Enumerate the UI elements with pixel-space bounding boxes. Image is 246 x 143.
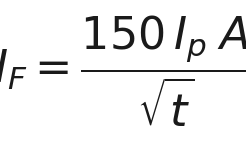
Text: $I_F = \dfrac{150\, I_p\; A}{\sqrt{t}}$: $I_F = \dfrac{150\, I_p\; A}{\sqrt{t}}$ xyxy=(0,13,246,129)
